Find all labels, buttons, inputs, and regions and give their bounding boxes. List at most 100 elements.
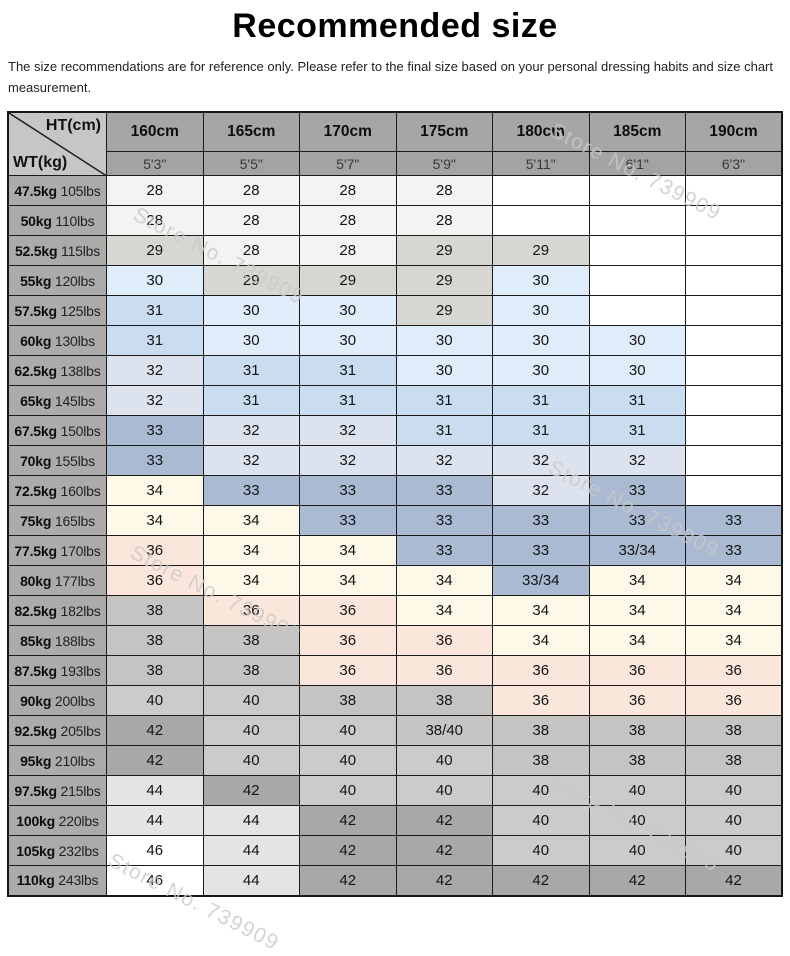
size-cell: 40 bbox=[299, 745, 397, 777]
size-cell: 31 bbox=[299, 355, 397, 387]
size-cell: 28 bbox=[299, 175, 397, 207]
size-cell: 30 bbox=[492, 325, 590, 357]
size-cell: 38 bbox=[106, 625, 204, 657]
size-cell: 42 bbox=[106, 745, 204, 777]
size-cell: 40 bbox=[395, 745, 493, 777]
weight-label: 75kg 165lbs bbox=[7, 505, 107, 537]
empty-cell bbox=[492, 175, 590, 207]
size-cell: 36 bbox=[588, 655, 686, 687]
size-cell: 33 bbox=[395, 475, 493, 507]
size-cell: 40 bbox=[685, 835, 783, 867]
size-cell: 29 bbox=[395, 295, 493, 327]
size-cell: 28 bbox=[395, 175, 493, 207]
weight-row: 52.5kg 115lbs 29 28 28 29 29 bbox=[7, 235, 783, 267]
size-cell: 40 bbox=[588, 775, 686, 807]
weight-label: 50kg 110lbs bbox=[7, 205, 107, 237]
weight-row: 97.5kg 215lbs 44 42 40 40 40 40 40 bbox=[7, 775, 783, 807]
corner-label-weight: WT(kg) bbox=[13, 154, 68, 172]
size-cell: 40 bbox=[685, 775, 783, 807]
weight-row: 110kg 243lbs 46 44 42 42 42 42 42 bbox=[7, 865, 783, 897]
size-chart-page: Recommended size The size recommendation… bbox=[7, 7, 783, 955]
size-cell: 38 bbox=[492, 715, 590, 747]
size-cell: 33 bbox=[106, 415, 204, 447]
weight-row: 75kg 165lbs 34 34 33 33 33 33 33 bbox=[7, 505, 783, 537]
size-cell: 44 bbox=[106, 805, 204, 837]
size-cell: 30 bbox=[395, 325, 493, 357]
size-cell: 30 bbox=[299, 295, 397, 327]
page-title: Recommended size bbox=[232, 7, 558, 45]
size-cell: 40 bbox=[106, 685, 204, 717]
size-cell: 31 bbox=[588, 415, 686, 447]
size-cell: 40 bbox=[588, 835, 686, 867]
size-cell: 44 bbox=[202, 865, 300, 897]
weight-label: 62.5kg 138lbs bbox=[7, 355, 107, 387]
size-cell: 38 bbox=[588, 715, 686, 747]
size-cell: 28 bbox=[299, 235, 397, 267]
size-cell: 40 bbox=[202, 715, 300, 747]
disclaimer-text: The size recommendations are for referen… bbox=[8, 59, 774, 95]
size-table-header: HT(cm) WT(kg) 160cm 165cm 170cm 175cm 180cm 1… bbox=[7, 111, 783, 177]
size-cell: 42 bbox=[395, 805, 493, 837]
size-cell: 40 bbox=[492, 805, 590, 837]
weight-label: 110kg 243lbs bbox=[7, 865, 107, 897]
height-cm-header: 180cm bbox=[492, 111, 590, 153]
weight-row: 65kg 145lbs 32 31 31 31 31 31 bbox=[7, 385, 783, 417]
height-ft-header: 6'1" bbox=[588, 151, 686, 177]
size-cell: 36 bbox=[685, 685, 783, 717]
weight-row: 67.5kg 150lbs 33 32 32 31 31 31 bbox=[7, 415, 783, 447]
weight-label: 92.5kg 205lbs bbox=[7, 715, 107, 747]
size-cell: 38 bbox=[685, 745, 783, 777]
empty-cell bbox=[685, 295, 783, 327]
size-cell: 46 bbox=[106, 835, 204, 867]
size-cell: 38 bbox=[299, 685, 397, 717]
corner-label-height: HT(cm) bbox=[45, 116, 101, 134]
size-cell: 34 bbox=[588, 625, 686, 657]
size-cell: 46 bbox=[106, 865, 204, 897]
size-cell: 42 bbox=[299, 865, 397, 897]
weight-label: 100kg 220lbs bbox=[7, 805, 107, 837]
size-cell: 32 bbox=[588, 445, 686, 477]
height-cm-header: 175cm bbox=[395, 111, 493, 153]
size-cell: 30 bbox=[106, 265, 204, 297]
size-cell: 42 bbox=[299, 805, 397, 837]
size-cell: 34 bbox=[299, 565, 397, 597]
empty-cell bbox=[685, 445, 783, 477]
height-cm-header: 165cm bbox=[202, 111, 300, 153]
size-table: HT(cm) WT(kg) 160cm 165cm 170cm 175cm 180cm 1… bbox=[7, 110, 783, 897]
weight-label: 95kg 210lbs bbox=[7, 745, 107, 777]
height-ft-header: 5'3" bbox=[106, 151, 204, 177]
weight-label: 52.5kg 115lbs bbox=[7, 235, 107, 267]
empty-cell bbox=[588, 265, 686, 297]
size-cell: 33 bbox=[492, 505, 590, 537]
weight-row: 87.5kg 193lbs 38 38 36 36 36 36 36 bbox=[7, 655, 783, 687]
weight-label: 80kg 177lbs bbox=[7, 565, 107, 597]
weight-row: 92.5kg 205lbs 42 40 40 38/40 38 38 38 bbox=[7, 715, 783, 747]
size-cell: 38 bbox=[588, 745, 686, 777]
size-cell: 36 bbox=[299, 625, 397, 657]
size-cell: 28 bbox=[202, 175, 300, 207]
size-cell: 40 bbox=[492, 775, 590, 807]
weight-label: 67.5kg 150lbs bbox=[7, 415, 107, 447]
size-cell: 32 bbox=[492, 475, 590, 507]
size-cell: 40 bbox=[588, 805, 686, 837]
empty-cell bbox=[685, 205, 783, 237]
size-cell: 36 bbox=[202, 595, 300, 627]
empty-cell bbox=[588, 295, 686, 327]
height-cm-header: 170cm bbox=[299, 111, 397, 153]
size-cell: 30 bbox=[202, 295, 300, 327]
weight-row: 77.5kg 170lbs 36 34 34 33 33 33/34 33 bbox=[7, 535, 783, 567]
size-cell: 30 bbox=[588, 325, 686, 357]
size-cell: 40 bbox=[202, 685, 300, 717]
size-cell: 29 bbox=[106, 235, 204, 267]
empty-cell bbox=[588, 235, 686, 267]
size-cell: 32 bbox=[106, 355, 204, 387]
weight-label: 60kg 130lbs bbox=[7, 325, 107, 357]
size-cell: 42 bbox=[395, 865, 493, 897]
size-cell: 33 bbox=[299, 505, 397, 537]
size-cell: 40 bbox=[395, 775, 493, 807]
size-cell: 28 bbox=[106, 205, 204, 237]
size-cell: 34 bbox=[395, 595, 493, 627]
size-cell: 42 bbox=[685, 865, 783, 897]
weight-label: 97.5kg 215lbs bbox=[7, 775, 107, 807]
size-cell: 40 bbox=[299, 715, 397, 747]
